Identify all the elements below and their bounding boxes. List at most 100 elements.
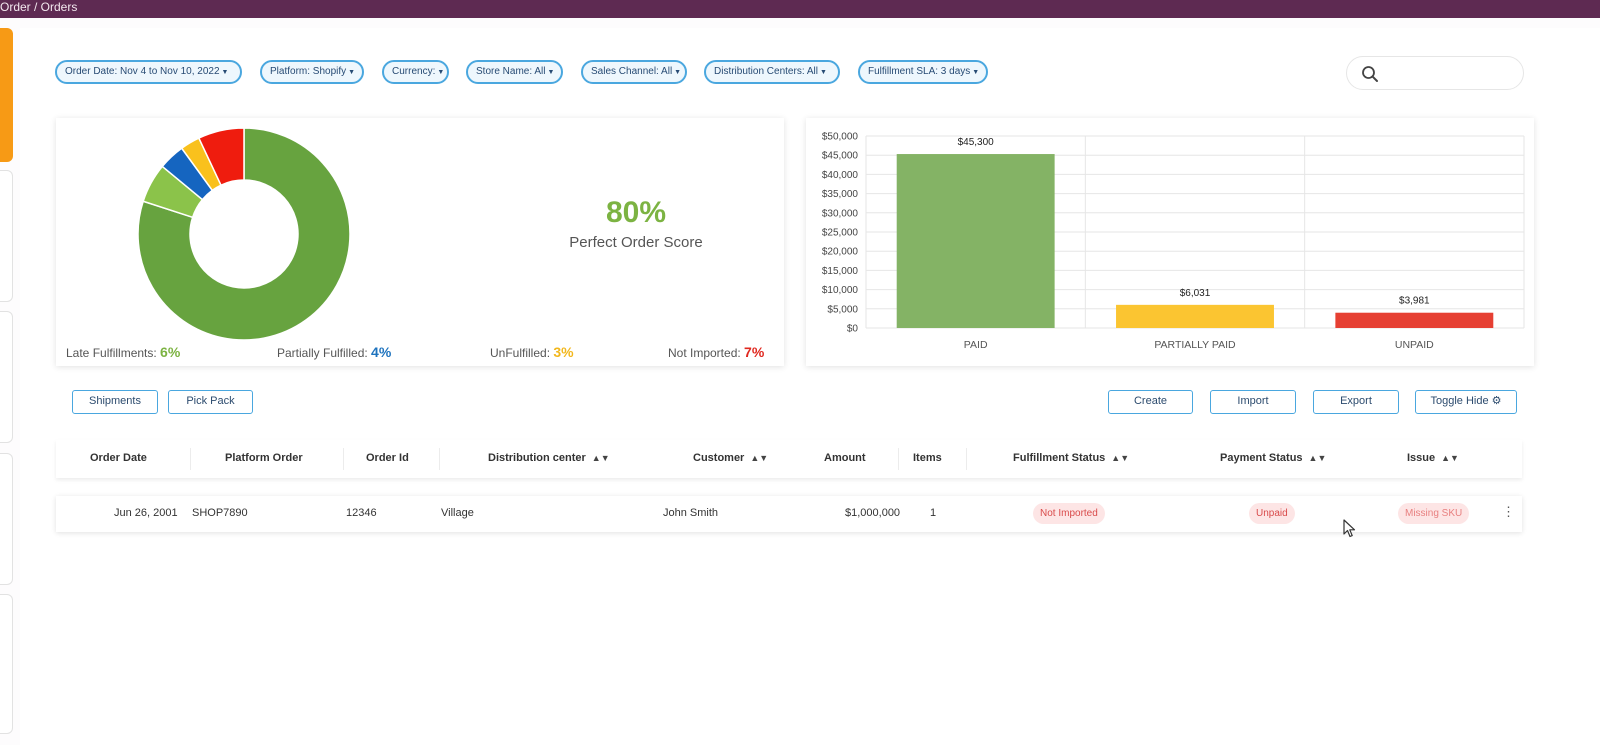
x-category-label: PAID <box>964 339 988 351</box>
col-platform-order[interactable]: Platform Order <box>225 452 303 464</box>
filter-order-date[interactable]: Order Date: Nov 4 to Nov 10, 2022 ▼ <box>55 60 242 84</box>
filter-currency[interactable]: Currency: ▼ <box>382 60 449 84</box>
filter-label: Fulfillment SLA: 3 days <box>868 66 971 77</box>
stat-value: 4% <box>371 344 392 360</box>
gear-icon: ⚙ <box>1491 395 1502 407</box>
filter-platform[interactable]: Platform: Shopify ▼ <box>260 60 364 84</box>
column-divider <box>343 448 344 470</box>
x-category-label: UNPAID <box>1395 339 1434 351</box>
caret-down-icon: ▼ <box>437 69 445 76</box>
filter-sales-channel[interactable]: Sales Channel: All ▼ <box>581 60 687 84</box>
column-divider <box>190 448 191 470</box>
bar <box>1335 312 1494 328</box>
col-items[interactable]: Items <box>913 452 942 464</box>
filter-label: Platform: Shopify <box>270 66 347 77</box>
donut-slice <box>197 127 245 187</box>
payment-status-card: $0 $5,000 $10,000 $15,000 $20,000 $25,000 $30,… <box>806 118 1534 366</box>
y-tick-label: $5,000 <box>827 304 858 315</box>
rail-tab-5[interactable] <box>0 594 13 734</box>
payment-status-badge: Unpaid <box>1249 503 1295 524</box>
filter-fulfillment-sla[interactable]: Fulfillment SLA: 3 days ▼ <box>858 60 988 84</box>
payment-bar-chart: $0 $5,000 $10,000 $15,000 $20,000 $25,000 $30,… <box>822 132 1525 351</box>
sort-icon: ▲▼ <box>1111 453 1130 463</box>
col-order-date[interactable]: Order Date <box>90 452 147 464</box>
left-rail <box>0 28 14 745</box>
filter-label: Store Name: All <box>476 66 546 77</box>
rail-tab-4[interactable] <box>0 453 13 585</box>
breadcrumb: Order / Orders <box>0 0 78 14</box>
order-donut-chart <box>137 127 351 341</box>
filter-label: Order Date: Nov 4 to Nov 10, 2022 <box>65 66 220 77</box>
col-label: Fulfillment Status <box>1013 452 1106 464</box>
column-divider <box>966 448 967 470</box>
y-tick-label: $45,000 <box>822 151 859 162</box>
col-distribution-center[interactable]: Distribution center ▲▼ <box>488 452 610 464</box>
stat-label: Not Imported: <box>668 346 741 360</box>
create-button[interactable]: Create <box>1108 390 1193 414</box>
stat-value: 7% <box>744 344 765 360</box>
col-payment-status[interactable]: Payment Status ▲▼ <box>1220 452 1326 464</box>
col-label: Payment Status <box>1220 452 1303 464</box>
filter-label: Currency: <box>392 66 436 77</box>
stat-label: Late Fulfillments: <box>66 346 157 360</box>
y-tick-label: $20,000 <box>822 247 859 258</box>
caret-down-icon: ▼ <box>221 69 229 76</box>
col-label: Customer <box>693 452 745 464</box>
sort-icon: ▲▼ <box>1441 453 1459 463</box>
issue-badge: Missing SKU <box>1398 503 1470 524</box>
col-order-id[interactable]: Order Id <box>366 452 409 464</box>
cell-order-date: Jun 26, 2001 <box>114 507 178 519</box>
rail-tab-3[interactable] <box>0 311 13 443</box>
search-box[interactable] <box>1346 56 1524 90</box>
stat-label: UnFulfilled: <box>490 346 551 360</box>
column-divider <box>898 448 899 470</box>
rail-tab-orders[interactable] <box>0 28 13 162</box>
shipments-button[interactable]: Shipments <box>72 390 158 414</box>
stat-not-imported: Not Imported: 7% <box>668 344 764 360</box>
mouse-cursor-icon <box>1343 519 1356 538</box>
col-amount[interactable]: Amount <box>824 452 866 464</box>
stat-late-fulfillments: Late Fulfillments: 6% <box>66 344 180 360</box>
import-button[interactable]: Import <box>1210 390 1296 414</box>
cell-order-id: 12346 <box>346 507 377 519</box>
col-issue[interactable]: Issue ▲▼ <box>1407 452 1459 464</box>
pick-pack-button[interactable]: Pick Pack <box>168 390 253 414</box>
rail-tab-2[interactable] <box>0 170 13 302</box>
bar-value-label: $3,981 <box>1399 296 1430 307</box>
score-label: Perfect Order Score <box>569 234 703 251</box>
filter-label: Distribution Centers: All <box>714 66 818 77</box>
cell-distribution-center: Village <box>441 507 474 519</box>
donut-slice <box>137 127 351 341</box>
x-category-label: PARTIALLY PAID <box>1154 339 1236 351</box>
table-row[interactable]: Jun 26, 2001 SHOP7890 12346 Village John… <box>56 496 1522 532</box>
stat-unfulfilled: UnFulfilled: 3% <box>490 344 574 360</box>
stat-value: 3% <box>553 344 574 360</box>
sort-icon: ▲▼ <box>750 453 769 463</box>
y-tick-label: $25,000 <box>822 228 859 239</box>
y-tick-label: $15,000 <box>822 266 859 277</box>
y-tick-label: $0 <box>847 324 859 335</box>
stat-partially-fulfilled: Partially Fulfilled: 4% <box>277 344 391 360</box>
search-input[interactable] <box>1387 63 1513 85</box>
row-more-icon[interactable]: ⋮ <box>1502 504 1515 519</box>
toggle-hide-button[interactable]: Toggle Hide ⚙ <box>1415 390 1517 414</box>
score-value: 80% <box>605 196 667 229</box>
column-divider <box>439 448 440 470</box>
bar-value-label: $6,031 <box>1180 288 1211 299</box>
export-button[interactable]: Export <box>1313 390 1399 414</box>
y-tick-label: $35,000 <box>822 189 859 200</box>
y-tick-label: $50,000 <box>822 132 859 143</box>
y-tick-label: $40,000 <box>822 170 859 181</box>
filter-distribution-centers[interactable]: Distribution Centers: All ▼ <box>704 60 840 84</box>
col-fulfillment-status[interactable]: Fulfillment Status ▲▼ <box>1013 452 1129 464</box>
caret-down-icon: ▼ <box>972 69 980 76</box>
caret-down-icon: ▼ <box>819 69 827 76</box>
col-label: Issue <box>1407 452 1436 464</box>
fulfillment-status-badge: Not Imported <box>1033 503 1105 524</box>
caret-down-icon: ▼ <box>674 69 682 76</box>
toggle-hide-label: Toggle Hide <box>1430 395 1489 407</box>
filter-store-name[interactable]: Store Name: All ▼ <box>466 60 563 84</box>
bar <box>1116 304 1274 328</box>
col-customer[interactable]: Customer ▲▼ <box>693 452 768 464</box>
col-label: Distribution center <box>488 452 586 464</box>
